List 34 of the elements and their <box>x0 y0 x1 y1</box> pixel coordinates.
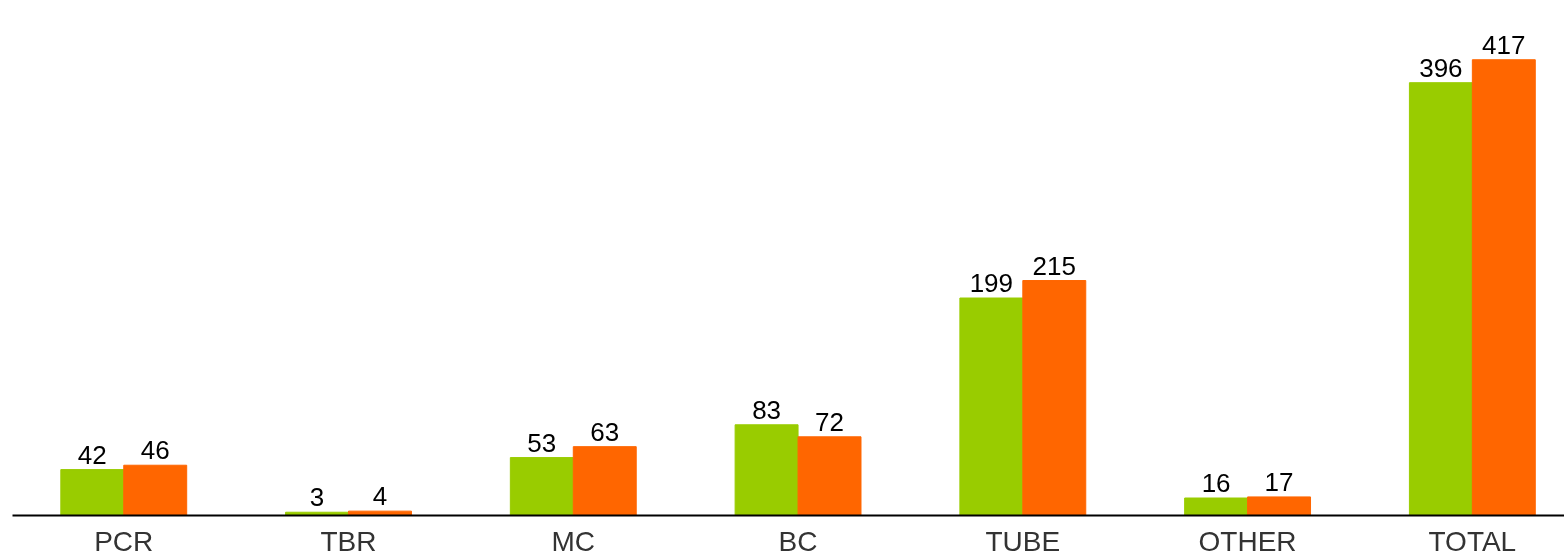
bar <box>959 297 1024 516</box>
bar <box>348 510 412 516</box>
bar <box>1247 496 1312 516</box>
bar <box>1184 497 1249 516</box>
data-label: 417 <box>1482 29 1526 60</box>
data-label: 3 <box>309 482 325 513</box>
bar <box>509 457 574 516</box>
bar <box>1022 280 1087 516</box>
bar <box>1408 82 1473 516</box>
data-label: 215 <box>1032 250 1076 281</box>
data-label: 63 <box>590 416 620 447</box>
data-label: 72 <box>815 406 844 437</box>
data-label: 42 <box>77 439 107 470</box>
data-label: 53 <box>527 427 557 458</box>
bar <box>60 469 125 516</box>
x-tick-label: TBR <box>320 525 377 557</box>
x-tick-label: TOTAL <box>1428 525 1517 557</box>
bar <box>734 424 799 516</box>
data-label: 17 <box>1264 466 1294 497</box>
bar <box>1471 59 1536 516</box>
x-tick-label: PCR <box>94 525 154 557</box>
data-label: 199 <box>969 268 1014 299</box>
data-label: 83 <box>752 394 782 425</box>
bar <box>572 446 637 516</box>
x-tick-label: BC <box>778 525 818 557</box>
data-label: 46 <box>140 435 170 466</box>
bar <box>797 436 862 516</box>
x-tick-label: MC <box>551 525 596 557</box>
x-tick-label: TUBE <box>985 525 1061 557</box>
x-tick-label: OTHER <box>1198 525 1297 557</box>
data-label: 4 <box>372 481 388 512</box>
bar <box>123 464 188 516</box>
data-label: 396 <box>1419 52 1463 83</box>
data-label: 16 <box>1201 468 1231 499</box>
